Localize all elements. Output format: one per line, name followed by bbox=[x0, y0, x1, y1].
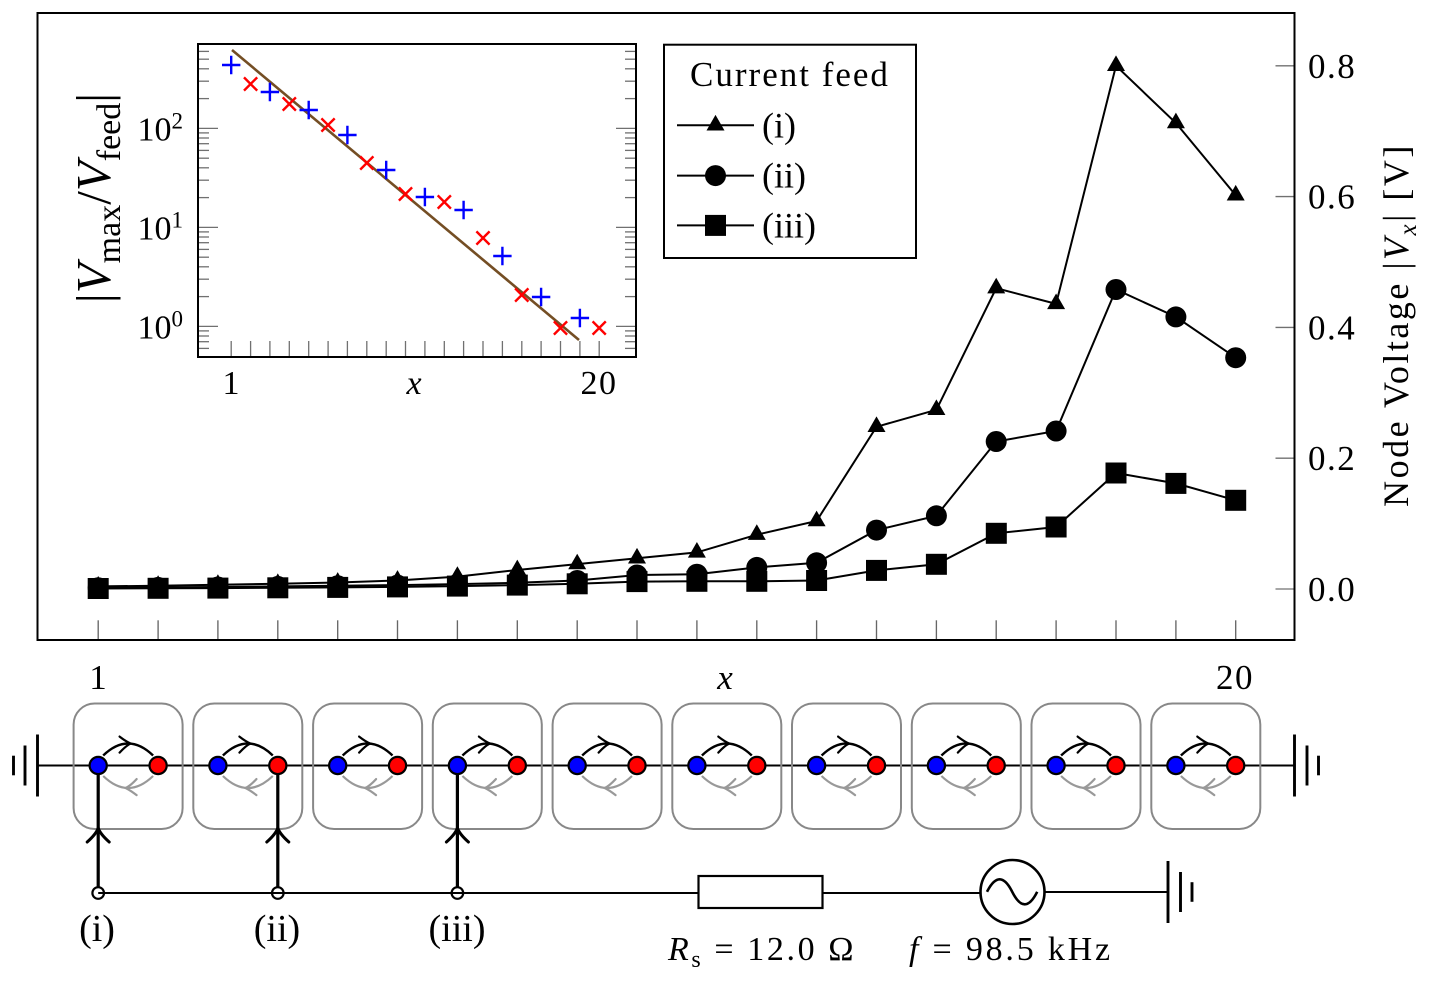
svg-text:x: x bbox=[716, 658, 733, 697]
svg-text:20: 20 bbox=[581, 365, 618, 402]
svg-text:(iii): (iii) bbox=[762, 205, 816, 245]
svg-text:f = 98.5 kHz: f = 98.5 kHz bbox=[909, 931, 1113, 968]
svg-text:100: 100 bbox=[138, 306, 184, 346]
svg-text:(ii): (ii) bbox=[762, 156, 806, 196]
svg-text:0.6: 0.6 bbox=[1308, 178, 1356, 217]
svg-text:1: 1 bbox=[223, 365, 240, 402]
svg-text:20: 20 bbox=[1216, 658, 1254, 697]
svg-text:0.4: 0.4 bbox=[1308, 308, 1356, 347]
svg-text:Rs = 12.0 Ω: Rs = 12.0 Ω bbox=[667, 931, 856, 973]
svg-text:(iii): (iii) bbox=[429, 908, 486, 950]
svg-text:0.0: 0.0 bbox=[1308, 570, 1356, 609]
svg-text:x: x bbox=[405, 365, 421, 402]
svg-text:Node Voltage |Vx| [V]: Node Voltage |Vx| [V] bbox=[1376, 143, 1422, 507]
svg-text:0.2: 0.2 bbox=[1308, 439, 1356, 478]
svg-text:Current feed: Current feed bbox=[690, 55, 890, 94]
svg-text:(ii): (ii) bbox=[254, 908, 300, 950]
svg-text:(i): (i) bbox=[762, 105, 796, 145]
svg-text:(i): (i) bbox=[79, 908, 115, 950]
svg-text:0.8: 0.8 bbox=[1308, 47, 1356, 86]
svg-text:|Vmax/Vfeed|: |Vmax/Vfeed| bbox=[66, 93, 128, 303]
svg-text:1: 1 bbox=[89, 658, 107, 697]
